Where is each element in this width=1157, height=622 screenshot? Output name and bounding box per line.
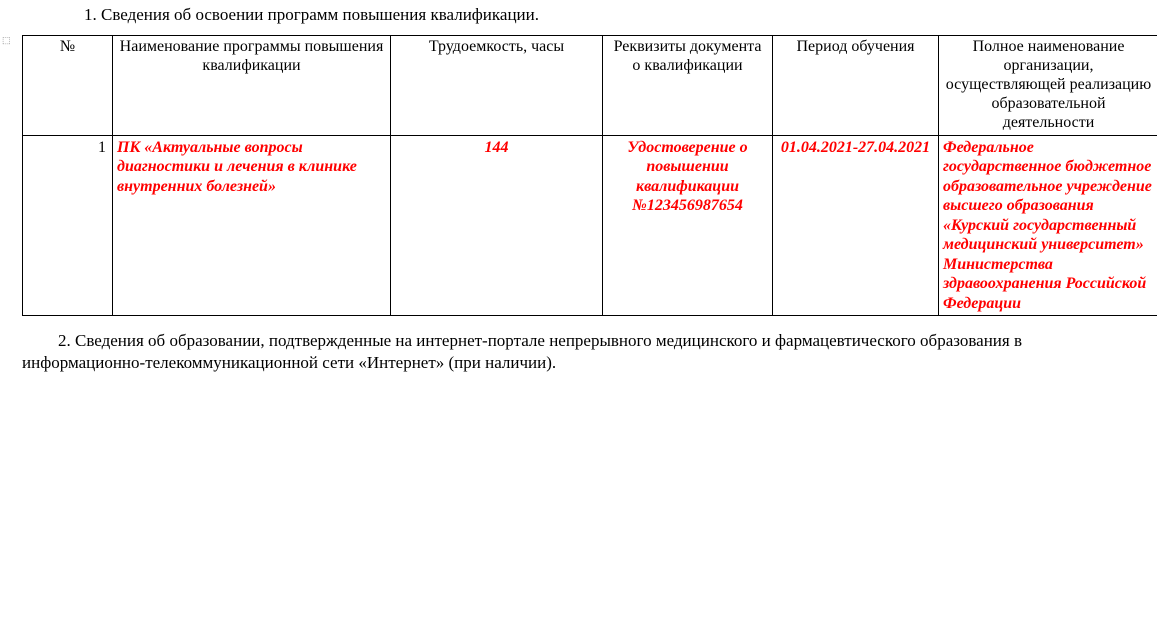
cell-hours: 144 — [391, 135, 603, 316]
table-header-row: № Наименование программы повышения квали… — [23, 36, 1157, 135]
cell-period: 01.04.2021-27.04.2021 — [773, 135, 939, 316]
col-organization: Полное наименование организации, осущест… — [939, 36, 1157, 135]
col-period: Период обучения — [773, 36, 939, 135]
cell-program: ПК «Актуальные вопросы диагностики и леч… — [113, 135, 391, 316]
cell-document: Удостоверение о повышении квалификации №… — [603, 135, 773, 316]
section-2-heading: 2. Сведения об образовании, подтвержденн… — [10, 316, 1140, 373]
cell-organization: Федеральное государственное бюджетное об… — [939, 135, 1157, 316]
anchor-mark: ⬚ — [2, 35, 11, 46]
col-document: Реквизиты документа о квалификации — [603, 36, 773, 135]
col-hours: Трудоемкость, часы — [391, 36, 603, 135]
col-program-name: Наименование программы повышения квалифи… — [113, 36, 391, 135]
cell-number: 1 — [23, 135, 113, 316]
qualification-table: № Наименование программы повышения квали… — [22, 35, 1157, 316]
table-row: 1 ПК «Актуальные вопросы диагностики и л… — [23, 135, 1157, 316]
col-number: № — [23, 36, 113, 135]
section-1-heading: 1. Сведения об освоении программ повышен… — [10, 4, 1147, 35]
